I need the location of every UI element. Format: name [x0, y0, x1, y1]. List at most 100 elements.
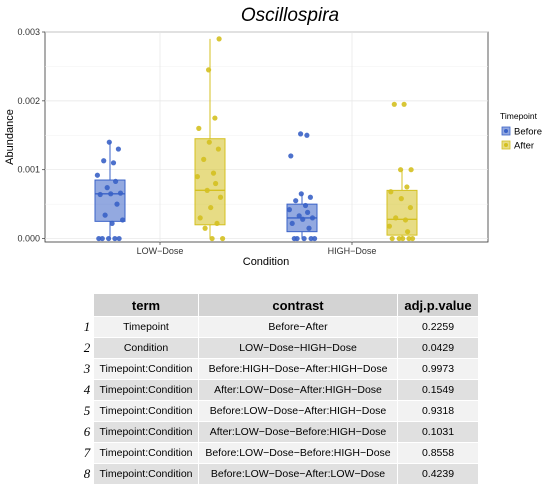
data-point	[396, 235, 402, 242]
data-point	[300, 216, 306, 222]
stats-table: term contrast adj.p.value 1 Timepoint Befo…	[80, 293, 479, 485]
contrast-cell: Before−After	[198, 316, 398, 338]
data-point	[298, 131, 304, 137]
box-series	[94, 38, 418, 239]
data-point	[305, 209, 311, 215]
box	[194, 138, 226, 226]
table-row: 7 Timepoint:Condition Before:LOW−Dose−Befo…	[80, 442, 479, 464]
box	[386, 189, 418, 236]
data-point	[201, 156, 207, 162]
header-contrast: contrast	[198, 293, 398, 317]
data-point	[304, 132, 310, 138]
adj-p-value-cell: 0.1549	[397, 379, 479, 401]
data-point	[113, 178, 119, 185]
data-point	[386, 223, 392, 229]
data-point	[102, 212, 108, 218]
data-point	[294, 235, 300, 242]
header-adj-p-value: adj.p.value	[397, 293, 479, 317]
contrast-cell: After:LOW−Dose−Before:HIGH−Dose	[198, 421, 398, 443]
data-point	[296, 213, 302, 219]
data-point	[101, 158, 107, 164]
boxplot-chart: Oscillospira 0.000 0.001 0.002 0.003 LOW−Do…	[4, 5, 542, 268]
y-tick-label: 0.003	[17, 27, 40, 37]
adj-p-value-cell: 0.2259	[397, 316, 479, 338]
data-point	[104, 185, 110, 191]
data-point	[408, 167, 414, 173]
data-point	[393, 215, 399, 221]
row-number: 5	[80, 400, 94, 422]
data-point	[407, 204, 413, 211]
data-point	[212, 115, 218, 121]
data-point	[109, 220, 115, 227]
contrast-cell: LOW−Dose−HIGH−Dose	[198, 337, 398, 359]
data-point	[215, 146, 221, 152]
data-point	[301, 235, 307, 242]
data-point	[391, 101, 397, 107]
data-point	[306, 225, 312, 231]
contrast-cell: Before:LOW−Dose−After:LOW−Dose	[198, 463, 398, 485]
data-point	[309, 215, 316, 221]
data-point	[110, 160, 117, 166]
data-point	[217, 194, 224, 200]
y-axis: 0.000 0.001 0.002 0.003	[17, 27, 45, 244]
table-header-row: term contrast adj.p.value	[80, 293, 479, 317]
data-point	[209, 235, 215, 242]
legend-key-point	[504, 143, 508, 147]
data-point	[206, 67, 212, 73]
data-point	[405, 229, 411, 235]
x-axis-title: Condition	[243, 256, 289, 268]
header-term: term	[93, 293, 199, 317]
data-point	[120, 217, 126, 223]
term-cell: Timepoint	[93, 316, 199, 338]
y-tick-label: 0.002	[17, 96, 40, 106]
data-point	[196, 125, 202, 131]
table-row: 3 Timepoint:Condition Before:HIGH−Dose−Aft…	[80, 358, 479, 380]
data-point	[401, 101, 407, 107]
data-point	[398, 196, 404, 202]
data-point	[298, 191, 304, 197]
data-point	[286, 207, 292, 213]
data-point	[112, 235, 118, 242]
data-point	[194, 173, 200, 180]
data-point	[409, 235, 416, 242]
term-cell: Timepoint:Condition	[93, 463, 199, 485]
legend: Timepoint Before After	[500, 111, 542, 152]
legend-title: Timepoint	[500, 111, 538, 121]
data-point	[117, 190, 124, 196]
term-cell: Condition	[93, 337, 199, 359]
row-number: 3	[80, 358, 94, 380]
adj-p-value-cell: 0.1031	[397, 421, 479, 443]
term-cell: Timepoint:Condition	[93, 379, 199, 401]
adj-p-value-cell: 0.8558	[397, 442, 479, 464]
table-row: 8 Timepoint:Condition Before:LOW−Dose−Afte…	[80, 463, 479, 485]
table-row: 5 Timepoint:Condition Before:LOW−Dose−Afte…	[80, 400, 479, 422]
table-row: 2 Condition LOW−Dose−HIGH−Dose 0.0429	[80, 337, 479, 359]
row-number: 4	[80, 379, 94, 401]
data-point	[213, 180, 219, 187]
y-axis-title: Abundance	[4, 109, 16, 165]
data-point	[202, 225, 208, 231]
data-point	[312, 235, 318, 242]
adj-p-value-cell: 0.9318	[397, 400, 479, 422]
legend-label: After	[514, 141, 534, 152]
legend-key-point	[504, 129, 508, 133]
data-point	[288, 153, 294, 159]
row-number: 1	[80, 316, 94, 338]
data-point	[197, 215, 203, 221]
data-point	[398, 167, 404, 173]
table-row: 4 Timepoint:Condition After:LOW−Dose−After…	[80, 379, 479, 401]
data-point	[302, 202, 309, 209]
table-row: 6 Timepoint:Condition After:LOW−Dose−Befor…	[80, 421, 479, 443]
adj-p-value-cell: 0.0429	[397, 337, 479, 359]
data-point	[106, 139, 112, 145]
x-axis: LOW−Dose HIGH−Dose	[137, 242, 376, 256]
y-tick-label: 0.001	[17, 165, 40, 175]
contrast-cell: Before:HIGH−Dose−After:HIGH−Dose	[198, 358, 398, 380]
row-number: 8	[80, 463, 94, 485]
data-point	[210, 170, 217, 176]
row-number: 6	[80, 421, 94, 443]
data-point	[404, 184, 410, 190]
data-point	[307, 194, 313, 200]
data-point	[97, 191, 103, 198]
contrast-cell: Before:LOW−Dose−After:HIGH−Dose	[198, 400, 398, 422]
